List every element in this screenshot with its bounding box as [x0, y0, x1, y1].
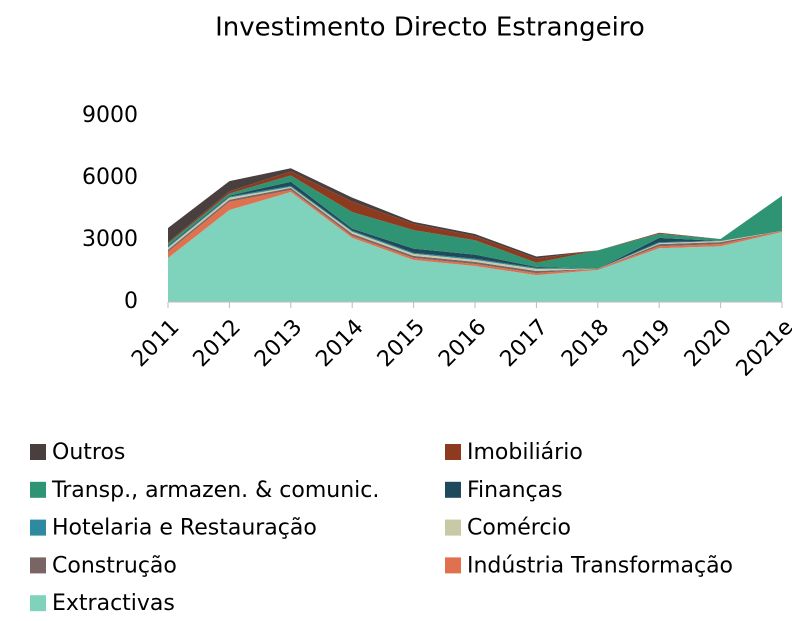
y-tick-label: 3000	[82, 227, 138, 252]
x-tick-label: 2012	[189, 315, 246, 372]
x-tick-label: 2015	[373, 315, 430, 372]
x-tick-label: 2021e	[732, 315, 792, 382]
legend-label: Construção	[52, 553, 177, 578]
legend-swatch	[445, 481, 461, 498]
area	[168, 175, 782, 269]
legend-swatch	[445, 557, 461, 574]
legend-swatch	[30, 481, 46, 498]
legend-label: Finanças	[467, 478, 563, 503]
x-tick-label: 2013	[250, 315, 307, 372]
legend-label: Extractivas	[52, 591, 175, 616]
x-tick-label: 2017	[496, 315, 553, 372]
legend-label: Comércio	[467, 516, 571, 541]
legend-label: Hotelaria e Restauração	[52, 516, 317, 541]
area	[168, 192, 782, 302]
legend-swatch	[30, 595, 46, 612]
legend-label: Outros	[52, 440, 125, 465]
x-tick-label: 2016	[434, 315, 491, 372]
legend-swatch	[30, 444, 46, 460]
x-tick-label: 2019	[618, 315, 675, 372]
legend-swatch	[445, 444, 461, 460]
legend-swatch	[445, 519, 461, 536]
y-tick-label: 6000	[82, 165, 138, 190]
legend-label: Indústria Transformação	[467, 553, 733, 578]
x-tick-label: 2011	[127, 315, 184, 372]
legend-swatch	[30, 557, 46, 574]
chart-title: Investimento Directo Estrangeiro	[215, 13, 645, 43]
y-tick-label: 0	[124, 289, 138, 314]
legend-label: Imobiliário	[467, 440, 583, 465]
x-tick-label: 2014	[311, 315, 368, 372]
x-tick-label: 2020	[680, 315, 737, 372]
y-tick-label: 9000	[82, 103, 138, 128]
legend-label: Transp., armazen. & comunic.	[51, 478, 379, 503]
x-tick-label: 2018	[557, 315, 614, 372]
legend-swatch	[30, 519, 46, 536]
